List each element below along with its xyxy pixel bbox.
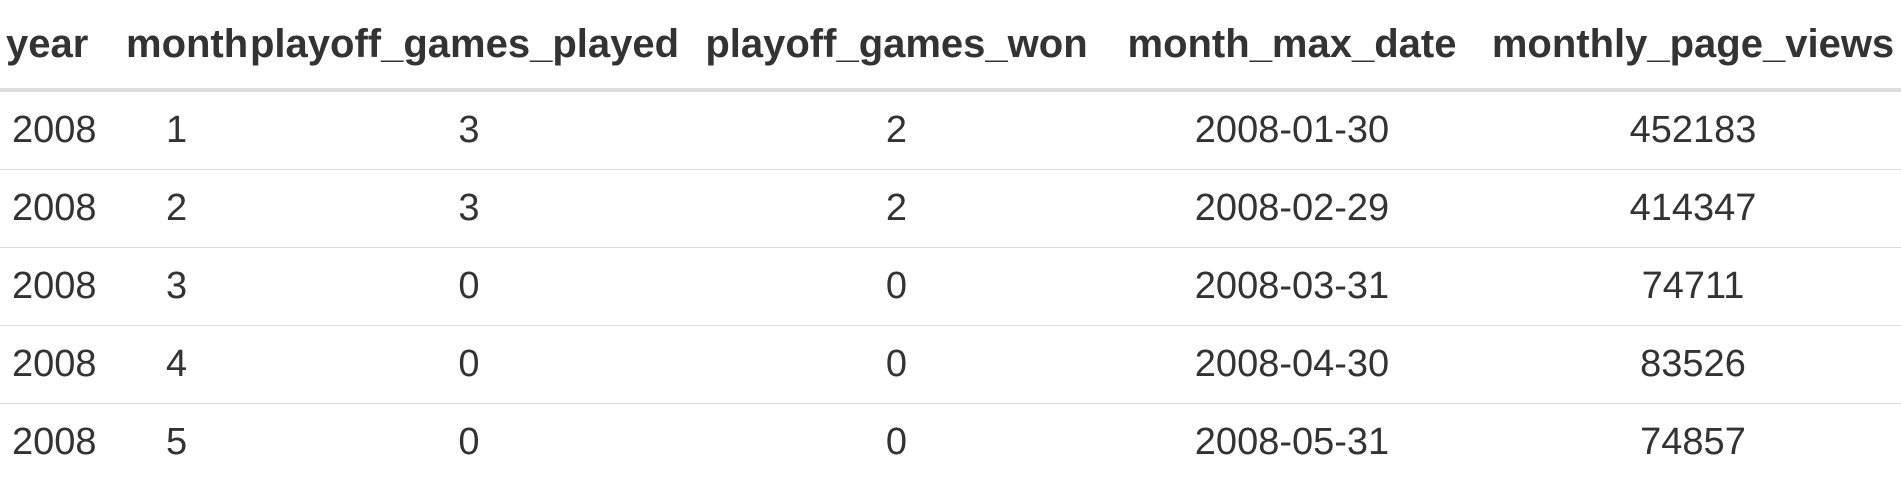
cell-playoff-games-won: 0 xyxy=(694,326,1099,404)
cell-playoff-games-won: 0 xyxy=(694,404,1099,481)
cell-month: 2 xyxy=(120,170,244,248)
table-row: 2008 5 0 0 2008-05-31 74857 xyxy=(0,404,1901,481)
cell-month-max-date: 2008-05-31 xyxy=(1099,404,1485,481)
cell-monthly-page-views: 414347 xyxy=(1485,170,1901,248)
header-playoff-games-won: playoff_games_won xyxy=(694,0,1099,90)
cell-monthly-page-views: 74711 xyxy=(1485,248,1901,326)
header-monthly-page-views: monthly_page_views xyxy=(1485,0,1901,90)
cell-month-max-date: 2008-04-30 xyxy=(1099,326,1485,404)
table-row: 2008 3 0 0 2008-03-31 74711 xyxy=(0,248,1901,326)
cell-month: 4 xyxy=(120,326,244,404)
cell-month: 5 xyxy=(120,404,244,481)
table-row: 2008 1 3 2 2008-01-30 452183 xyxy=(0,90,1901,170)
cell-year: 2008 xyxy=(0,326,120,404)
cell-playoff-games-won: 2 xyxy=(694,170,1099,248)
cell-year: 2008 xyxy=(0,404,120,481)
cell-month-max-date: 2008-03-31 xyxy=(1099,248,1485,326)
cell-month: 1 xyxy=(120,90,244,170)
cell-monthly-page-views: 74857 xyxy=(1485,404,1901,481)
cell-year: 2008 xyxy=(0,248,120,326)
header-playoff-games-played: playoff_games_played xyxy=(244,0,694,90)
cell-playoff-games-won: 2 xyxy=(694,90,1099,170)
table-header: year month playoff_games_played playoff_… xyxy=(0,0,1901,90)
cell-playoff-games-played: 3 xyxy=(244,170,694,248)
cell-playoff-games-won: 0 xyxy=(694,248,1099,326)
header-month: month xyxy=(120,0,244,90)
cell-playoff-games-played: 3 xyxy=(244,90,694,170)
cell-playoff-games-played: 0 xyxy=(244,404,694,481)
cell-playoff-games-played: 0 xyxy=(244,326,694,404)
cell-month-max-date: 2008-01-30 xyxy=(1099,90,1485,170)
cell-month-max-date: 2008-02-29 xyxy=(1099,170,1485,248)
cell-year: 2008 xyxy=(0,170,120,248)
cell-year: 2008 xyxy=(0,90,120,170)
cell-monthly-page-views: 452183 xyxy=(1485,90,1901,170)
cell-playoff-games-played: 0 xyxy=(244,248,694,326)
cell-month: 3 xyxy=(120,248,244,326)
cell-monthly-page-views: 83526 xyxy=(1485,326,1901,404)
table-row: 2008 4 0 0 2008-04-30 83526 xyxy=(0,326,1901,404)
header-month-max-date: month_max_date xyxy=(1099,0,1485,90)
header-row: year month playoff_games_played playoff_… xyxy=(0,0,1901,90)
header-year: year xyxy=(0,0,120,90)
table-body: 2008 1 3 2 2008-01-30 452183 2008 2 3 2 … xyxy=(0,90,1901,481)
table-row: 2008 2 3 2 2008-02-29 414347 xyxy=(0,170,1901,248)
